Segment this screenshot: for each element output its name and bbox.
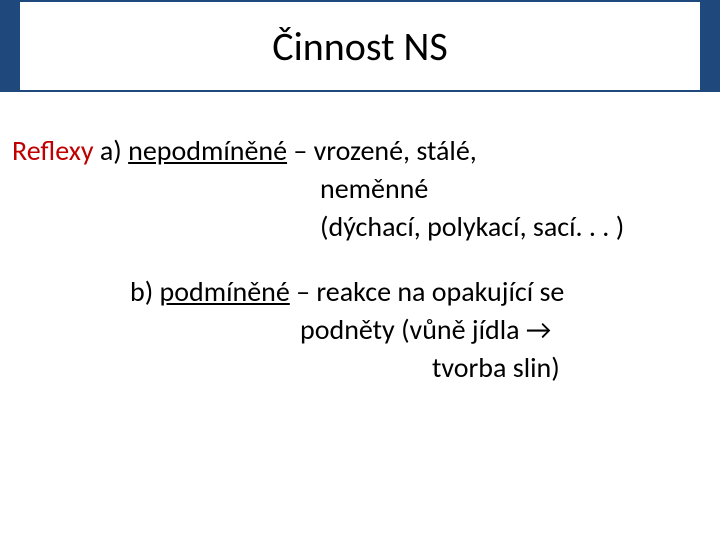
title-inner: Činnost NS: [20, 2, 700, 90]
reflexy-label: Reflexy: [12, 133, 94, 168]
a-marker-text: a): [100, 133, 122, 168]
b-line2: podněty (vůně jídla →: [12, 311, 708, 349]
slide-title: Činnost NS: [272, 22, 447, 71]
reflex-type-a: Reflexy a) nepodmíněné – vrozené, stálé,…: [12, 132, 708, 245]
b-line1-rest: – reakce na opakující se: [290, 274, 565, 309]
b-marker: b): [130, 274, 153, 309]
a-line3: (dýchací, polykací, sací. . . ): [12, 208, 708, 246]
title-bar: Činnost NS: [0, 0, 720, 92]
reflex-b-line1: b) podmíněné – reakce na opakující se: [12, 273, 708, 311]
a-term: nepodmíněné: [128, 133, 287, 168]
reflex-a-line1: Reflexy a) nepodmíněné – vrozené, stálé,: [12, 132, 708, 170]
a-line1-rest: – vrozené, stálé,: [287, 133, 477, 168]
slide-body: Reflexy a) nepodmíněné – vrozené, stálé,…: [0, 92, 720, 387]
b-line3: tvorba slin): [12, 349, 708, 387]
b-term: podmíněné: [160, 274, 290, 309]
a-line2: neměnné: [12, 170, 708, 208]
reflex-type-b: b) podmíněné – reakce na opakující se po…: [12, 273, 708, 386]
